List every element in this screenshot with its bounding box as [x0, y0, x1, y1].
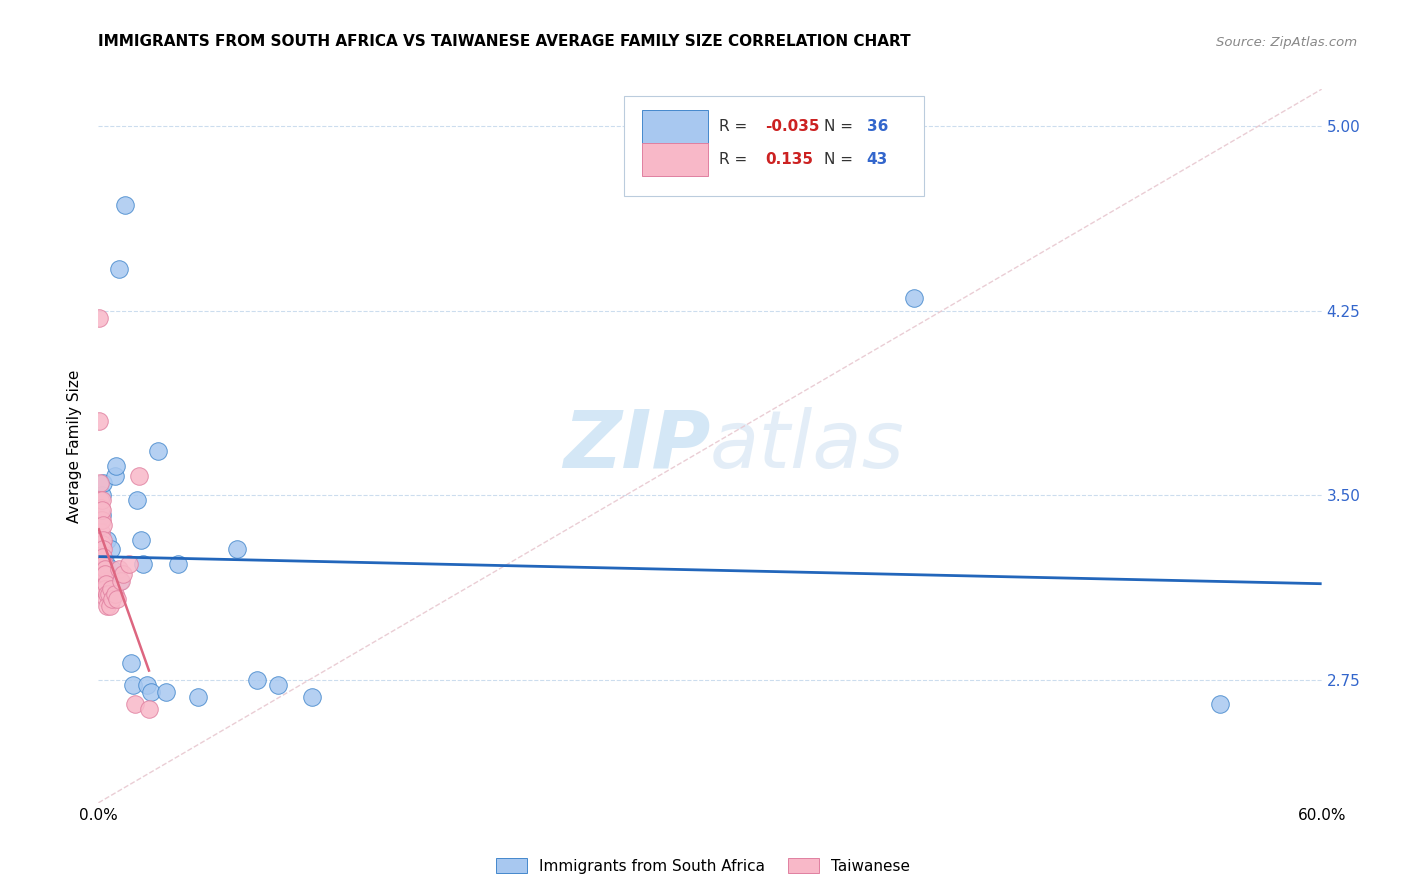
Point	[98, 599, 121, 613]
Point	[114, 198, 136, 212]
Point	[108, 574, 131, 589]
Point	[93, 557, 115, 571]
Point	[93, 562, 115, 576]
Point	[91, 475, 114, 490]
Point	[104, 468, 127, 483]
Point	[122, 678, 145, 692]
Point	[120, 656, 142, 670]
Text: 43: 43	[866, 153, 887, 168]
Point	[101, 587, 124, 601]
Text: N =: N =	[824, 153, 858, 168]
Point	[100, 582, 122, 596]
Point	[118, 557, 141, 571]
Point	[100, 542, 122, 557]
Point	[94, 557, 117, 571]
Point	[96, 599, 118, 613]
Point	[138, 702, 160, 716]
Text: 36: 36	[866, 119, 889, 134]
Y-axis label: Average Family Size: Average Family Size	[67, 369, 83, 523]
Point	[90, 493, 112, 508]
Point	[97, 582, 120, 596]
Point	[96, 533, 118, 547]
Point	[136, 678, 159, 692]
Text: IMMIGRANTS FROM SOUTH AFRICA VS TAIWANESE AVERAGE FAMILY SIZE CORRELATION CHART: IMMIGRANTS FROM SOUTH AFRICA VS TAIWANES…	[98, 34, 911, 49]
Point	[127, 493, 149, 508]
Point	[132, 557, 155, 571]
Point	[94, 566, 117, 581]
Point	[90, 513, 112, 527]
Point	[167, 557, 190, 571]
Point	[91, 549, 114, 564]
Point	[1209, 698, 1232, 712]
Text: -0.035: -0.035	[765, 119, 820, 134]
Point	[146, 444, 169, 458]
Point	[90, 525, 112, 540]
FancyBboxPatch shape	[624, 96, 924, 196]
Point	[155, 685, 177, 699]
Point	[128, 468, 150, 483]
Text: ZIP: ZIP	[562, 407, 710, 485]
Point	[91, 503, 114, 517]
Point	[91, 488, 114, 502]
Point	[89, 475, 111, 490]
Point	[100, 591, 122, 606]
Text: N =: N =	[824, 119, 858, 134]
Point	[141, 685, 163, 699]
Point	[93, 582, 115, 596]
Point	[91, 552, 114, 566]
FancyBboxPatch shape	[641, 144, 707, 177]
Point	[94, 582, 117, 596]
Point	[96, 576, 118, 591]
FancyBboxPatch shape	[641, 110, 707, 143]
Point	[105, 591, 128, 606]
Point	[90, 557, 112, 571]
Point	[903, 291, 925, 305]
Point	[104, 587, 127, 601]
Point	[89, 493, 111, 508]
Point	[93, 574, 115, 589]
Point	[93, 562, 115, 576]
Text: 0.135: 0.135	[765, 153, 813, 168]
Point	[187, 690, 209, 704]
Point	[87, 311, 110, 326]
Point	[90, 500, 112, 515]
Point	[108, 562, 131, 576]
Point	[91, 517, 114, 532]
Point	[89, 414, 111, 428]
Point	[94, 591, 117, 606]
Point	[97, 566, 120, 581]
Point	[89, 566, 111, 581]
Point	[97, 587, 120, 601]
Point	[301, 690, 323, 704]
Point	[111, 566, 134, 581]
Point	[93, 562, 115, 576]
Point	[91, 542, 114, 557]
Point	[104, 458, 127, 473]
Point	[124, 698, 146, 712]
Text: R =: R =	[718, 119, 752, 134]
Text: atlas: atlas	[710, 407, 905, 485]
Point	[90, 513, 112, 527]
Point	[96, 587, 118, 601]
Point	[90, 537, 112, 551]
Point	[108, 261, 131, 276]
Point	[100, 562, 122, 576]
Text: Source: ZipAtlas.com: Source: ZipAtlas.com	[1216, 36, 1357, 49]
Point	[91, 537, 114, 551]
Point	[93, 582, 115, 596]
Point	[129, 533, 152, 547]
Point	[91, 533, 114, 547]
Point	[91, 508, 114, 522]
Text: R =: R =	[718, 153, 752, 168]
Point	[93, 566, 115, 581]
Point	[267, 678, 290, 692]
Point	[110, 574, 132, 589]
Point	[226, 542, 249, 557]
Point	[246, 673, 269, 687]
Legend: Immigrants from South Africa, Taiwanese: Immigrants from South Africa, Taiwanese	[491, 852, 915, 880]
Point	[98, 587, 121, 601]
